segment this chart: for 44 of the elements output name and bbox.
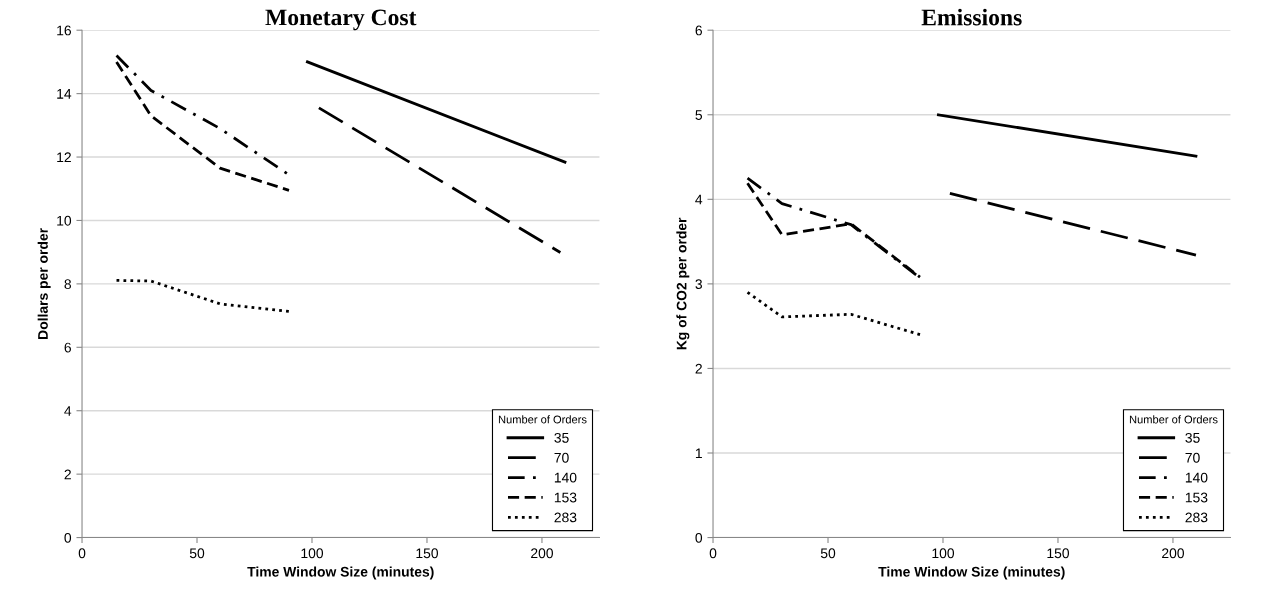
- y-tick-label: 6: [64, 342, 71, 353]
- legend-title: Number of Orders: [1129, 415, 1218, 424]
- y-tick-label: 14: [57, 89, 72, 99]
- y-tick-label: 10: [57, 215, 72, 226]
- legend-label: 70: [1185, 452, 1200, 463]
- legend-label: 140: [1185, 472, 1208, 483]
- y-tick-label: 4: [64, 406, 72, 416]
- chart-title: Emissions: [921, 8, 1022, 26]
- legend-label: 153: [554, 492, 577, 503]
- y-tick-label: 0: [695, 532, 703, 543]
- legend-label: 35: [554, 432, 569, 443]
- chart-title: Monetary Cost: [265, 9, 417, 31]
- x-tick-label: 0: [709, 548, 717, 559]
- legend-label: 35: [1185, 432, 1200, 443]
- y-tick-label: 12: [57, 152, 71, 163]
- y-tick-label: 6: [695, 25, 702, 36]
- x-tick-label: 200: [531, 548, 553, 559]
- x-tick-label: 150: [1047, 548, 1070, 559]
- y-tick-label: 8: [64, 279, 72, 290]
- y-tick-label: 16: [57, 25, 71, 36]
- x-axis-title: Time Window Size (minutes): [247, 566, 434, 580]
- y-tick-label: 1: [695, 448, 702, 459]
- legend-label: 70: [554, 452, 569, 463]
- legend-title: Number of Orders: [498, 415, 587, 424]
- y-tick-label: 4: [695, 194, 703, 205]
- legend-label: 153: [1185, 492, 1208, 503]
- y-tick-label: 2: [695, 363, 702, 374]
- y-axis-title: Kg of CO2 per order: [676, 217, 690, 350]
- x-tick-label: 150: [416, 548, 439, 559]
- legend-label: 283: [1185, 512, 1208, 523]
- y-axis-title: Dollars per order: [37, 228, 51, 339]
- x-tick-label: 0: [78, 548, 86, 559]
- legend-label: 283: [554, 512, 577, 523]
- x-tick-label: 100: [301, 548, 324, 559]
- y-tick-label: 0: [64, 532, 72, 543]
- x-tick-label: 100: [932, 548, 955, 559]
- x-tick-label: 50: [820, 548, 836, 559]
- x-tick-label: 50: [189, 548, 205, 559]
- x-axis-title: Time Window Size (minutes): [878, 566, 1065, 580]
- y-tick-label: 5: [695, 110, 703, 120]
- y-tick-label: 2: [64, 469, 71, 480]
- x-tick-label: 200: [1162, 548, 1184, 559]
- y-tick-label: 3: [695, 279, 702, 290]
- legend-label: 140: [554, 472, 577, 483]
